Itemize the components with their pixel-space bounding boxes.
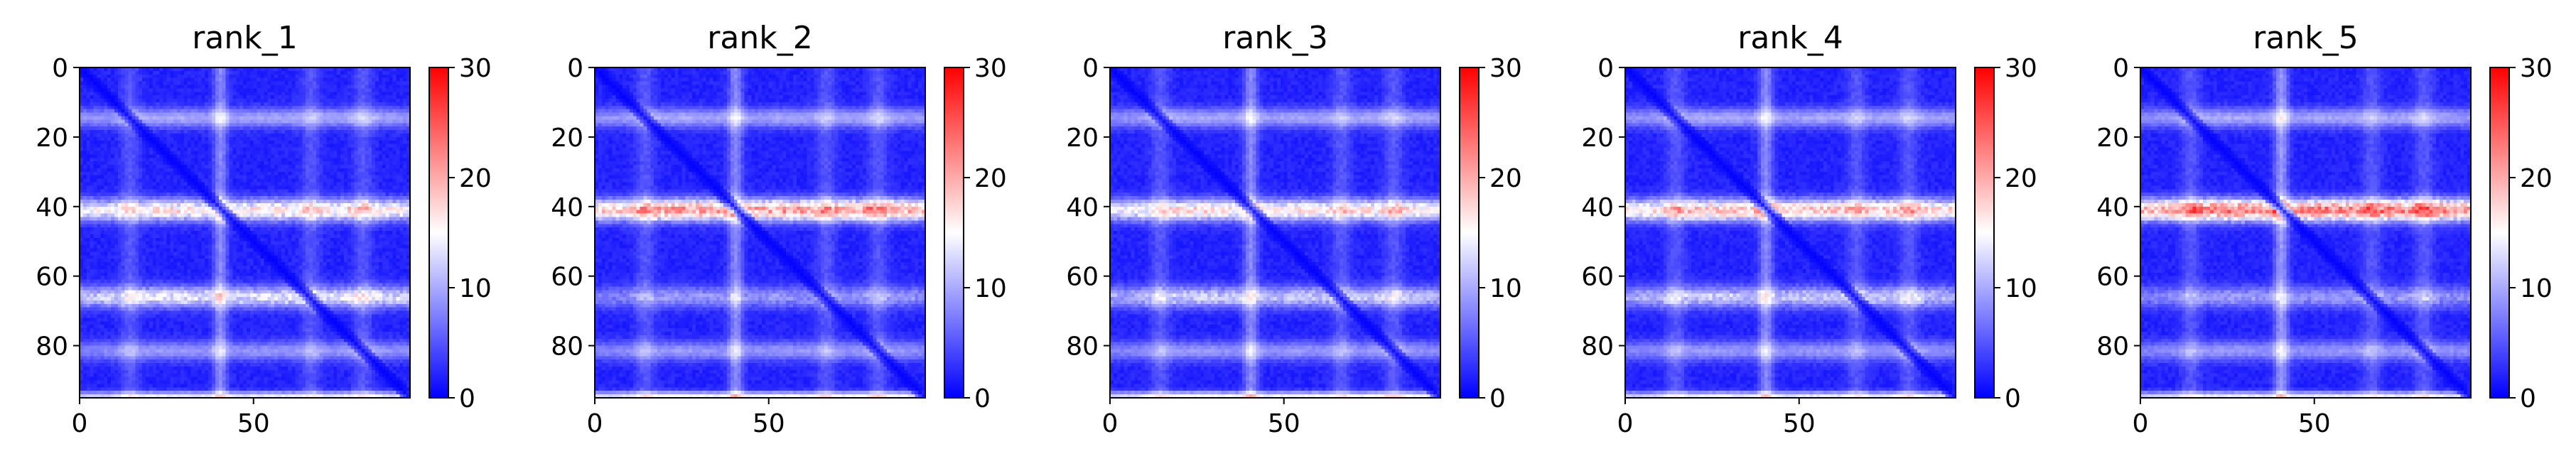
colorbar-tick-label: 10 xyxy=(974,274,1007,303)
y-tick-label: 0 xyxy=(567,54,583,83)
y-tick-label: 80 xyxy=(551,332,583,362)
heatmap-cells xyxy=(80,67,410,398)
x-tick-label: 0 xyxy=(2133,409,2149,438)
colorbar-tick-label: 20 xyxy=(2005,164,2037,193)
colorbar xyxy=(1974,67,1995,399)
y-tick-label: 80 xyxy=(36,332,68,362)
y-tick-label: 40 xyxy=(1066,193,1099,222)
y-tick-label: 20 xyxy=(36,124,68,153)
y-tick-label: 40 xyxy=(36,193,68,222)
y-tick-label: 0 xyxy=(2113,54,2129,83)
plot-frame xyxy=(594,67,926,399)
colorbar-tick-label: 20 xyxy=(2520,164,2553,193)
heatmap-panel-2: rank_2 0 20 40 60 80 0 50 0 10 20 30 xyxy=(551,20,1007,438)
y-tick-label: 40 xyxy=(1581,193,1614,222)
panel-title: rank_3 xyxy=(1222,20,1327,56)
colorbar-tick-label: 30 xyxy=(2520,54,2553,83)
y-tick-label: 60 xyxy=(1066,263,1099,292)
heatmap-panel-1: rank_1 0 20 40 60 80 0 50 0 10 20 30 xyxy=(36,20,492,438)
y-tick-label: 80 xyxy=(1066,332,1099,362)
colorbar-tick-label: 20 xyxy=(459,164,492,193)
colorbar-tick-label: 20 xyxy=(1489,164,1522,193)
colorbar-tick-label: 10 xyxy=(459,274,492,303)
colorbar-tick-label: 10 xyxy=(1489,274,1522,303)
y-tick-label: 20 xyxy=(551,124,583,153)
y-tick-label: 20 xyxy=(2096,124,2129,153)
colorbar-tick-label: 30 xyxy=(1489,54,1522,83)
heatmap-cells xyxy=(1625,67,1956,398)
colorbar xyxy=(2489,67,2510,399)
colorbar xyxy=(429,67,449,399)
y-tick-label: 60 xyxy=(36,263,68,292)
y-tick-label: 20 xyxy=(1066,124,1099,153)
y-tick-label: 0 xyxy=(52,54,68,83)
x-tick-label: 0 xyxy=(72,409,88,438)
heatmap-cells xyxy=(595,67,925,398)
plot-frame xyxy=(2140,67,2472,399)
y-tick-label: 80 xyxy=(2096,332,2129,362)
heatmap-panel-4: rank_4 0 20 40 60 80 0 50 0 10 20 30 xyxy=(1581,20,2037,438)
x-tick-label: 0 xyxy=(1102,409,1119,438)
colorbar-tick-label: 30 xyxy=(974,54,1007,83)
y-tick-label: 40 xyxy=(2096,193,2129,222)
heatmap-panel-3: rank_3 0 20 40 60 80 0 50 0 10 20 30 xyxy=(1066,20,1522,438)
plot-frame xyxy=(79,67,411,399)
x-tick-label: 50 xyxy=(2298,409,2331,438)
colorbar-tick-label: 0 xyxy=(2520,384,2536,413)
plot-frame xyxy=(1624,67,1956,399)
x-tick-label: 0 xyxy=(587,409,603,438)
colorbar-tick-label: 0 xyxy=(1489,384,1506,413)
colorbar-tick-label: 0 xyxy=(2005,384,2021,413)
y-tick-label: 0 xyxy=(1597,54,1614,83)
heatmap-cells xyxy=(2140,67,2471,398)
y-tick-label: 20 xyxy=(1581,124,1614,153)
colorbar-tick-label: 20 xyxy=(974,164,1007,193)
plot-frame xyxy=(1109,67,1441,399)
panel-title: rank_2 xyxy=(707,20,812,56)
x-tick-label: 50 xyxy=(1783,409,1816,438)
heatmap-cells xyxy=(1110,67,1440,398)
x-tick-label: 50 xyxy=(1268,409,1300,438)
colorbar-tick-label: 10 xyxy=(2520,274,2553,303)
y-tick-label: 60 xyxy=(2096,263,2129,292)
x-tick-label: 50 xyxy=(237,409,270,438)
x-tick-label: 0 xyxy=(1617,409,1634,438)
y-tick-label: 60 xyxy=(551,263,583,292)
panel-title: rank_4 xyxy=(1737,20,1843,56)
y-tick-label: 60 xyxy=(1581,263,1614,292)
y-tick-label: 40 xyxy=(551,193,583,222)
colorbar-tick-label: 30 xyxy=(2005,54,2037,83)
panel-title: rank_1 xyxy=(192,20,297,56)
colorbar-tick-label: 30 xyxy=(459,54,492,83)
colorbar xyxy=(944,67,964,399)
colorbar-tick-label: 10 xyxy=(2005,274,2037,303)
colorbar-tick-label: 0 xyxy=(459,384,475,413)
y-tick-label: 80 xyxy=(1581,332,1614,362)
y-tick-label: 0 xyxy=(1082,54,1099,83)
x-tick-label: 50 xyxy=(753,409,785,438)
colorbar xyxy=(1459,67,1480,399)
colorbar-tick-label: 0 xyxy=(974,384,991,413)
heatmap-panel-5: rank_5 0 20 40 60 80 0 50 0 10 20 30 xyxy=(2096,20,2553,438)
panel-title: rank_5 xyxy=(2253,20,2358,56)
